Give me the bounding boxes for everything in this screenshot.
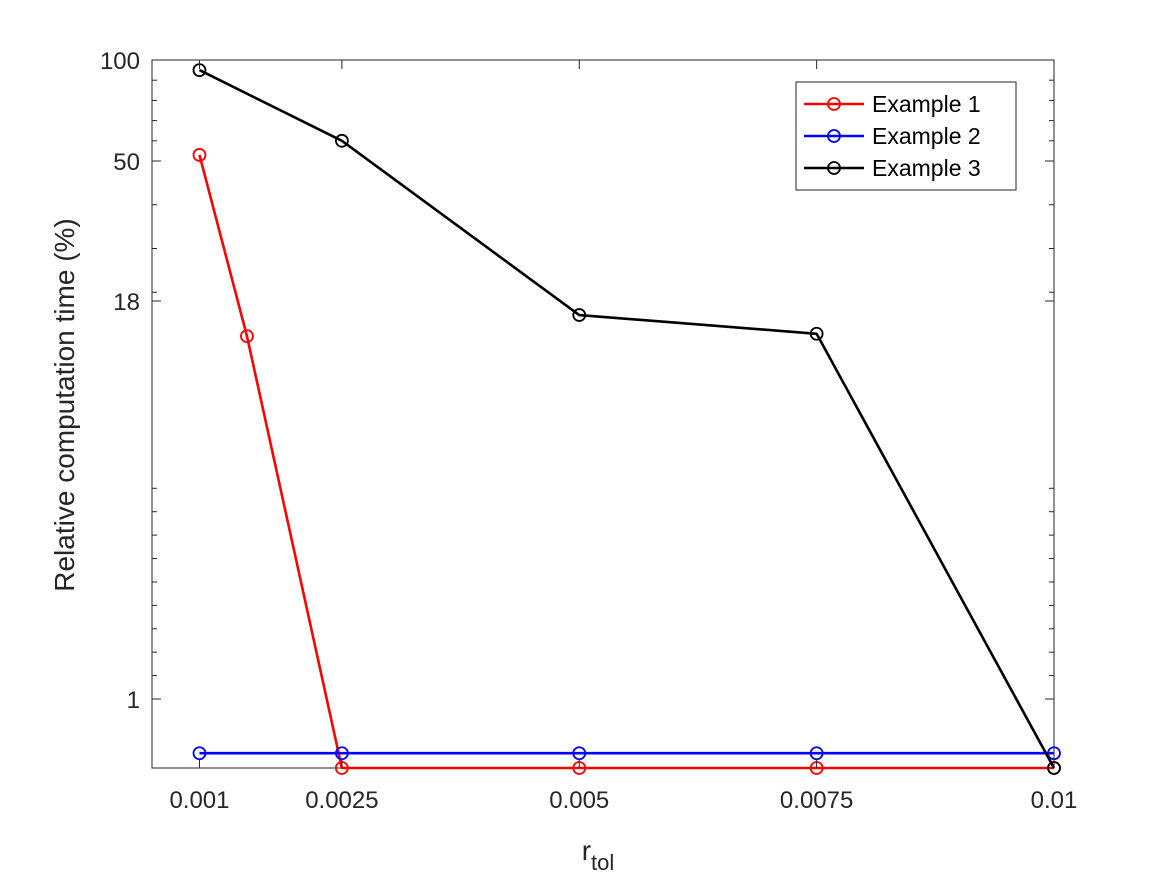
- x-axis-label-main: r: [582, 835, 591, 866]
- x-tick-label: 0.01: [1031, 787, 1078, 814]
- y-tick-label: 18: [113, 289, 140, 316]
- data-point: [334, 133, 349, 148]
- data-point: [809, 326, 824, 341]
- legend-label: Example 3: [872, 155, 981, 181]
- legend-marker: [827, 97, 841, 111]
- ticks-layer: 0.001 0.0025 0.005 0.0075 0.01 1 18 50 100: [100, 48, 1077, 814]
- series-line: [198, 68, 1056, 769]
- y-axis-label: Relative computation time (%): [49, 218, 80, 591]
- y-tick-label: 100: [100, 48, 140, 75]
- data-point: [572, 308, 587, 322]
- legend-item: Example 2: [804, 123, 981, 149]
- legend-item: Example 3: [804, 155, 981, 181]
- legend-marker: [827, 161, 841, 175]
- legend: Example 1 Example 2 Example 3: [795, 81, 1017, 191]
- data-point: [240, 329, 254, 344]
- x-tick-label: 0.0025: [305, 787, 378, 814]
- x-tick-label: 0.001: [169, 787, 229, 814]
- x-tick-label: 0.005: [549, 787, 609, 814]
- legend-item: Example 1: [804, 91, 981, 117]
- data-point: [192, 148, 207, 162]
- x-axis-label-subscript: tol: [591, 850, 614, 875]
- y-tick-label: 1: [127, 687, 140, 714]
- y-tick-label: 50: [113, 149, 140, 176]
- legend-label: Example 1: [872, 91, 981, 117]
- x-axis-label: rtol: [582, 835, 615, 875]
- series-line: [198, 154, 1054, 770]
- legend-label: Example 2: [872, 123, 981, 149]
- x-tick-label: 0.0075: [780, 787, 853, 814]
- legend-marker: [827, 129, 841, 143]
